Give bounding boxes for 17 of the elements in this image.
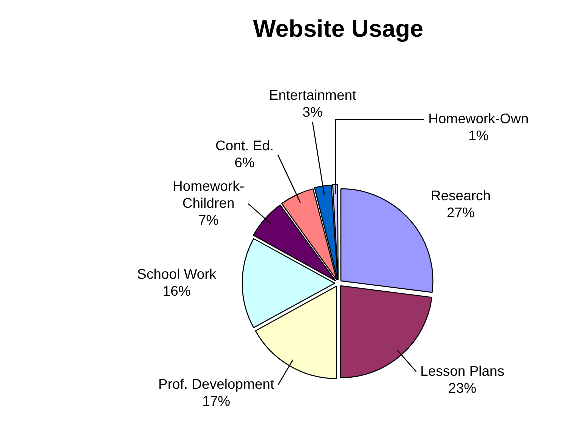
- slice-label: Homework-Children: [172, 178, 245, 211]
- slice-label: Prof. Development: [158, 376, 275, 392]
- slice-label: Research: [431, 188, 491, 204]
- slice-label: Cont. Ed.: [216, 137, 274, 154]
- slice-label: Homework-Own: [428, 110, 529, 126]
- data-label: 27%: [446, 204, 475, 221]
- data-label: 1%: [468, 127, 489, 144]
- data-label: 16%: [162, 282, 191, 299]
- chart-title: Website Usage: [253, 16, 424, 44]
- data-label: 17%: [202, 392, 230, 409]
- slice-label: School Work: [137, 266, 218, 282]
- slice-label: Entertainment: [269, 86, 357, 103]
- data-label: 3%: [302, 104, 323, 120]
- slice-label: Lesson Plans: [420, 362, 505, 379]
- data-label: 7%: [198, 212, 219, 228]
- data-label: 23%: [448, 380, 477, 396]
- data-label: 6%: [234, 154, 255, 170]
